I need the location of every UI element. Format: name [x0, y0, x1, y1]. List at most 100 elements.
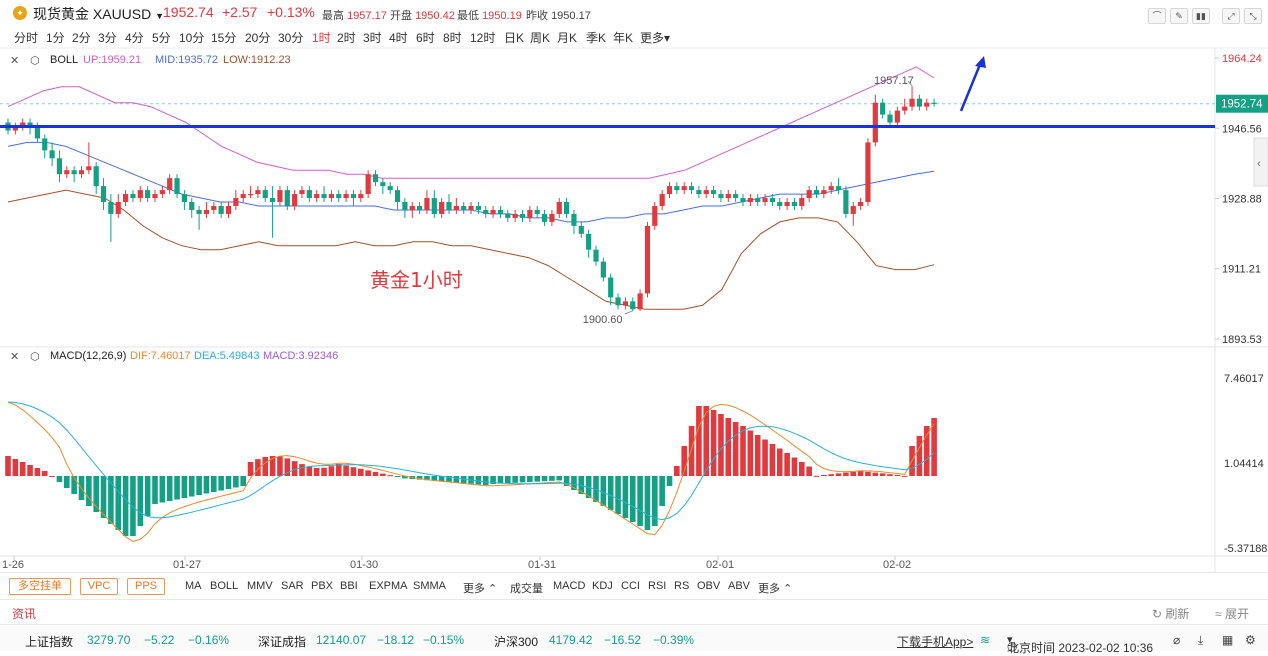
period-tab-8[interactable]: 20分 [245, 31, 271, 45]
period-tab-22[interactable]: 更多▾ [640, 31, 671, 45]
candle-body [872, 102, 878, 143]
macd-histogram-bar [203, 476, 210, 494]
calculator-icon[interactable]: ▦ [1222, 633, 1234, 647]
period-tab-3[interactable]: 3分 [98, 31, 117, 45]
settings-icon[interactable]: ⬡ [30, 55, 40, 67]
indicator-sub-1[interactable]: MACD [553, 580, 586, 592]
candle-body [813, 190, 820, 195]
candle-body [666, 186, 673, 195]
close-icon[interactable]: ✕ [10, 351, 20, 363]
period-tab-6[interactable]: 10分 [179, 31, 205, 45]
indicator-main-8[interactable]: 更多 ⌃ [463, 583, 498, 595]
pps-button[interactable]: PPS [127, 578, 165, 595]
period-tab-19[interactable]: 月K [557, 31, 578, 45]
indicator-main-0[interactable]: MA [185, 580, 202, 592]
macd-histogram-bar [365, 470, 371, 476]
vpc-button[interactable]: VPC [80, 578, 118, 595]
popout-icon[interactable]: ⤡ [1244, 8, 1262, 24]
clock-selector[interactable]: ◷ 北京时间 2023-02-02 10:36 ▾ [1007, 634, 1154, 655]
macd-histogram-bar [19, 462, 26, 476]
indicator-sub-8[interactable]: 更多 ⌃ [758, 583, 793, 595]
candle-body [527, 209, 533, 218]
period-tab-14[interactable]: 6时 [416, 31, 435, 45]
candle-body [130, 194, 136, 199]
indicator-sub-4[interactable]: RSI [648, 580, 667, 592]
macd-histogram-bar [159, 476, 166, 503]
ticker-pct: −0.16% [188, 633, 230, 647]
macd-histogram-bar [762, 439, 768, 476]
current-price-label: 1952.74 [1221, 99, 1263, 111]
boll-low-value: LOW:1912.23 [223, 54, 291, 66]
period-tab-0[interactable]: 分时 [14, 31, 39, 45]
indicator-main-6[interactable]: EXPMA [369, 580, 408, 592]
news-tab[interactable]: 资讯 [12, 607, 37, 621]
period-tab-15[interactable]: 8时 [443, 31, 462, 45]
period-tab-16[interactable]: 12时 [470, 31, 496, 45]
expand-button[interactable]: ≈ 展开 [1215, 607, 1249, 621]
fullscreen-icon[interactable]: ⤢ [1222, 8, 1240, 24]
period-tab-20[interactable]: 季K [586, 31, 607, 45]
candle-body [769, 198, 775, 203]
period-tab-11[interactable]: 2时 [337, 31, 356, 45]
indicator-sub-7[interactable]: ABV [728, 580, 751, 592]
macd-histogram-bar [56, 476, 63, 482]
period-tab-13[interactable]: 4时 [389, 31, 408, 45]
period-tab-5[interactable]: 5分 [152, 31, 171, 45]
indicator-sub-5[interactable]: RS [674, 580, 690, 592]
chart-canvas[interactable]: 1964.24 1946.56 1928.88 1911.21 1893.53 1952.… [0, 0, 1268, 572]
macd-histogram-bar [843, 472, 849, 476]
period-tab-12[interactable]: 3时 [363, 31, 382, 45]
candle-body [652, 205, 658, 226]
indicator-sub-2[interactable]: KDJ [592, 580, 613, 592]
indicator-main-1[interactable]: BOLL [210, 580, 239, 592]
indicator-main-5[interactable]: BBI [340, 580, 358, 592]
macd-histogram-bar [335, 464, 342, 476]
period-tab-21[interactable]: 年K [613, 31, 634, 45]
indicator-main-3[interactable]: SAR [281, 580, 304, 592]
macd-histogram-bar [174, 476, 180, 500]
indicator-sub-3[interactable]: CCI [621, 580, 640, 592]
macd-histogram-bar [622, 476, 629, 518]
ticker-name[interactable]: 深证成指 [258, 635, 307, 649]
ticker-value: 3279.70 [87, 633, 131, 647]
download-icon[interactable]: ⤓ [1198, 633, 1204, 647]
pen-icon[interactable]: ✎ [1170, 8, 1188, 24]
macd-histogram-bar [571, 476, 577, 490]
indicator-sub-6[interactable]: OBV [697, 580, 721, 592]
price-axis-label: 1893.53 [1222, 334, 1262, 346]
settings-icon[interactable]: ⬡ [30, 351, 40, 363]
candle-style-icon[interactable]: ▮▮ [1192, 8, 1210, 24]
draw-line-icon[interactable]: ⌒ [1148, 8, 1166, 24]
indicator-sub-0[interactable]: 成交量 [510, 583, 543, 595]
attachment-icon[interactable]: ⌀ [1173, 633, 1181, 647]
macd-axis-label: -5.37188 [1224, 543, 1267, 555]
period-tab-7[interactable]: 15分 [211, 31, 237, 45]
macd-histogram-bar [497, 476, 504, 484]
candle-body [791, 202, 798, 206]
indicator-main-2[interactable]: MMV [247, 580, 273, 592]
period-tab-17[interactable]: 日K [504, 31, 525, 45]
macd-histogram-bar [225, 476, 232, 489]
candle-body [93, 166, 99, 187]
refresh-button[interactable]: ↻ 刷新 [1152, 607, 1190, 621]
side-panel-handle [1253, 137, 1268, 187]
settings-icon[interactable]: ⚙ [1245, 633, 1256, 647]
macd-histogram-bar [446, 476, 452, 482]
ticker-name[interactable]: 沪深300 [494, 635, 539, 649]
period-tab-9[interactable]: 30分 [278, 31, 304, 45]
indicator-main-4[interactable]: PBX [311, 580, 334, 592]
ticker-name[interactable]: 上证指数 [25, 635, 74, 649]
period-tab-4[interactable]: 4分 [125, 31, 144, 45]
indicator-main-7[interactable]: SMMA [413, 580, 446, 592]
download-app-link[interactable]: 下载手机App> [897, 635, 974, 649]
period-tab-10[interactable]: 1时 [312, 31, 331, 45]
candle-body [571, 213, 577, 226]
candle-body [637, 293, 643, 310]
period-tab-1[interactable]: 1分 [46, 31, 65, 45]
order-book-button[interactable]: 多空挂单 [9, 578, 71, 595]
macd-histogram-bar [799, 462, 805, 476]
symbol-selector[interactable]: 现货黄金 XAUUSD ▼ [33, 4, 164, 24]
period-tab-2[interactable]: 2分 [72, 31, 91, 45]
close-icon[interactable]: ✕ [10, 55, 20, 67]
period-tab-18[interactable]: 周K [530, 31, 551, 45]
